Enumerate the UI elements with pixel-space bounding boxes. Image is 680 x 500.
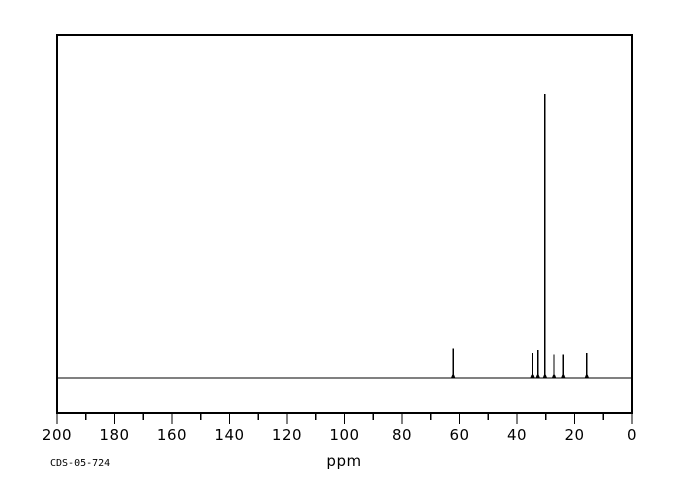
x-axis-tick-label: 0 — [627, 426, 637, 444]
x-axis-tick-label: 140 — [214, 426, 244, 444]
spectrum-peak-foot — [542, 374, 548, 378]
spectrum-peak-foot — [530, 374, 535, 378]
x-axis-tick-label: 180 — [99, 426, 129, 444]
spectrum-peak-foot — [450, 374, 456, 378]
x-axis-tick-label: 160 — [157, 426, 187, 444]
x-axis-tick-labels: 200 180 160 140 120 100 80 60 40 20 0 — [42, 426, 637, 444]
spectrum-trace — [58, 94, 631, 379]
spectrum-peak-foot — [551, 374, 557, 378]
x-axis-tick-label: 80 — [392, 426, 412, 444]
x-axis-title: ppm — [326, 452, 361, 470]
spectrum-peak-foot — [561, 374, 566, 378]
x-axis-tick-label: 40 — [507, 426, 527, 444]
x-axis-tick-label: 120 — [272, 426, 302, 444]
x-axis — [56, 412, 633, 424]
spectrum-peak-foot — [584, 374, 590, 378]
spectrum-peak-foot — [535, 374, 540, 378]
x-axis-tick-label: 20 — [564, 426, 584, 444]
sample-id-label: CDS-05-724 — [50, 458, 110, 469]
plot-frame — [56, 34, 633, 414]
x-axis-tick-label: 100 — [329, 426, 359, 444]
x-axis-tick-label: 200 — [42, 426, 72, 444]
x-axis-tick-label: 60 — [449, 426, 469, 444]
